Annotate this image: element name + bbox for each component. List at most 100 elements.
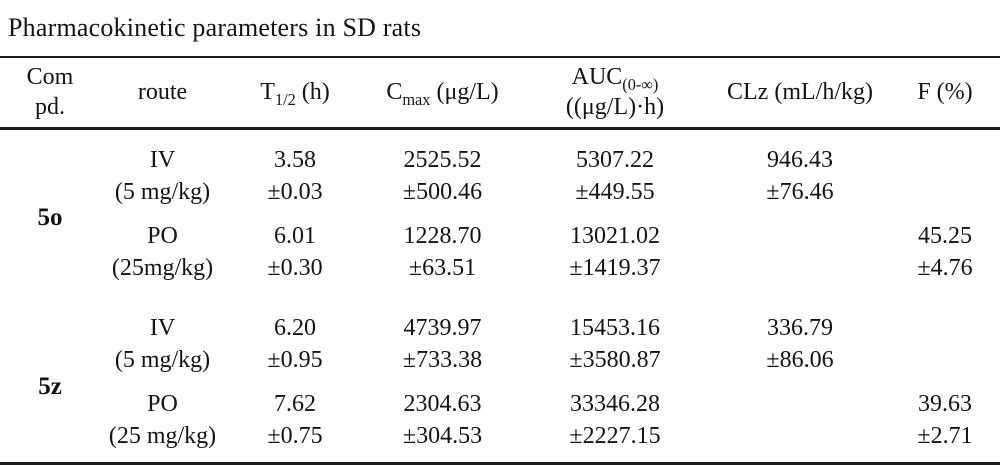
cell-route: PO (25mg/kg) bbox=[100, 208, 225, 292]
column-header-compound: Com pd. bbox=[0, 57, 100, 130]
value-line: 6.20 bbox=[274, 314, 316, 341]
sd-line bbox=[890, 176, 1000, 208]
auc-symbol-line: AUC(0-∞) bbox=[520, 62, 710, 92]
cell-cmax: 4739.97 ±733.38 bbox=[365, 292, 520, 376]
cell-cmax: 2304.63 ±304.53 bbox=[365, 376, 520, 464]
cell-auc: 33346.28 ±2227.15 bbox=[520, 376, 710, 464]
route-value: IV bbox=[149, 314, 176, 341]
sd-line: ±304.53 bbox=[402, 422, 483, 449]
cmax-subscript: max bbox=[402, 89, 431, 109]
route-value: IV bbox=[149, 146, 176, 173]
auc-unit-line: ((μg/L)·h) bbox=[565, 94, 665, 121]
sd-line: ±4.76 bbox=[917, 254, 973, 281]
value-line: 5307.22 bbox=[576, 146, 654, 173]
sd-line: ±2227.15 bbox=[569, 422, 661, 449]
auc-subscript: (0-∞) bbox=[622, 75, 659, 95]
table-row-5z-po: PO (25 mg/kg) 7.62 ±0.75 2304.63 ±304.53… bbox=[0, 376, 1000, 464]
table-row-5o-po: PO (25mg/kg) 6.01 ±0.30 1228.70 ±63.51 1… bbox=[0, 208, 1000, 292]
cell-route: IV (5 mg/kg) bbox=[100, 292, 225, 376]
sd-line: ±0.03 bbox=[267, 178, 323, 205]
value-line bbox=[710, 388, 890, 420]
t-half-symbol: T bbox=[260, 78, 275, 105]
cell-t-half: 3.58 ±0.03 bbox=[225, 128, 365, 208]
value-line: 2304.63 bbox=[403, 390, 482, 417]
value-line: 45.25 bbox=[918, 222, 972, 249]
value-line: 336.79 bbox=[767, 314, 833, 341]
value-line: 2525.52 bbox=[403, 146, 482, 173]
value-line: 13021.02 bbox=[570, 222, 660, 249]
column-header-f: F (%) bbox=[890, 57, 1000, 130]
sd-line: ±76.46 bbox=[766, 178, 834, 205]
cell-clz: 946.43 ±76.46 bbox=[710, 128, 890, 208]
cmax-symbol: C bbox=[386, 78, 403, 105]
cell-t-half: 6.01 ±0.30 bbox=[225, 208, 365, 292]
cell-f: 39.63 ±2.71 bbox=[890, 376, 1000, 464]
dose-value: (5 mg/kg) bbox=[114, 346, 211, 373]
value-line: 15453.16 bbox=[570, 314, 660, 341]
pharmacokinetic-table: Com pd. route T1/2 (h) Cmax (μg/L) AUC(0… bbox=[0, 56, 1000, 465]
t-half-unit: (h) bbox=[295, 78, 330, 105]
cell-t-half: 7.62 ±0.75 bbox=[225, 376, 365, 464]
cell-t-half: 6.20 ±0.95 bbox=[225, 292, 365, 376]
dose-value: (25mg/kg) bbox=[111, 254, 214, 281]
sd-line bbox=[710, 252, 890, 284]
sd-line: ±0.30 bbox=[267, 254, 323, 281]
cell-f: 45.25 ±4.76 bbox=[890, 208, 1000, 292]
cell-auc: 5307.22 ±449.55 bbox=[520, 128, 710, 208]
cell-f bbox=[890, 128, 1000, 208]
cell-cmax: 1228.70 ±63.51 bbox=[365, 208, 520, 292]
cmax-unit: (μg/L) bbox=[430, 78, 499, 105]
value-line: 7.62 bbox=[274, 390, 316, 417]
value-line: 33346.28 bbox=[570, 390, 660, 417]
dose-value: (25 mg/kg) bbox=[108, 422, 217, 449]
cell-auc: 15453.16 ±3580.87 bbox=[520, 292, 710, 376]
sd-line: ±63.51 bbox=[408, 254, 477, 281]
auc-symbol: AUC bbox=[571, 64, 623, 91]
sd-line: ±0.75 bbox=[267, 422, 323, 449]
value-line: 6.01 bbox=[274, 222, 316, 249]
sd-line: ±733.38 bbox=[402, 346, 483, 373]
sd-line bbox=[890, 344, 1000, 376]
value-line: 946.43 bbox=[767, 146, 833, 173]
value-line: 3.58 bbox=[274, 146, 316, 173]
value-line bbox=[890, 144, 1000, 176]
column-header-clz: CLz (mL/h/kg) bbox=[710, 57, 890, 130]
compound-label-5o: 5o bbox=[37, 203, 63, 231]
dose-value: (5 mg/kg) bbox=[114, 178, 211, 205]
cell-route: IV (5 mg/kg) bbox=[100, 128, 225, 208]
value-line bbox=[710, 220, 890, 252]
sd-line: ±3580.87 bbox=[569, 346, 661, 373]
sd-line: ±500.46 bbox=[402, 178, 483, 205]
page-title: Pharmacokinetic parameters in SD rats bbox=[8, 13, 422, 42]
compound-label-5z: 5z bbox=[38, 372, 62, 400]
column-header-route: route bbox=[100, 57, 225, 130]
column-header-t-half: T1/2 (h) bbox=[225, 57, 365, 130]
sd-line: ±0.95 bbox=[267, 346, 323, 373]
cell-f bbox=[890, 292, 1000, 376]
route-value: PO bbox=[147, 222, 178, 249]
column-header-cmax: Cmax (μg/L) bbox=[365, 57, 520, 130]
cell-clz bbox=[710, 376, 890, 464]
header-row: Com pd. route T1/2 (h) Cmax (μg/L) AUC(0… bbox=[0, 57, 1000, 130]
table-row-5o-iv: 5o IV (5 mg/kg) 3.58 ±0.03 2525.52 ±500.… bbox=[0, 128, 1000, 231]
cell-clz bbox=[710, 208, 890, 292]
sd-line: ±449.55 bbox=[575, 178, 655, 205]
value-line: 1228.70 bbox=[403, 222, 482, 249]
header-compound-line2: pd. bbox=[35, 94, 65, 121]
cell-cmax: 2525.52 ±500.46 bbox=[365, 128, 520, 208]
sd-line: ±1419.37 bbox=[569, 254, 661, 281]
cell-route: PO (25 mg/kg) bbox=[100, 376, 225, 464]
sd-line: ±86.06 bbox=[766, 346, 834, 373]
sd-line: ±2.71 bbox=[917, 422, 973, 449]
value-line: 39.63 bbox=[918, 390, 972, 417]
cell-clz: 336.79 ±86.06 bbox=[710, 292, 890, 376]
route-value: PO bbox=[147, 390, 178, 417]
value-line: 4739.97 bbox=[403, 314, 482, 341]
value-line bbox=[890, 312, 1000, 344]
table-row-5z-iv: 5z IV (5 mg/kg) 6.20 ±0.95 4739.97 ±733.… bbox=[0, 292, 1000, 400]
header-compound-line1: Com bbox=[26, 64, 74, 91]
column-header-auc: AUC(0-∞) ((μg/L)·h) bbox=[520, 57, 710, 130]
t-half-subscript: 1/2 bbox=[274, 89, 296, 109]
sd-line bbox=[710, 420, 890, 452]
